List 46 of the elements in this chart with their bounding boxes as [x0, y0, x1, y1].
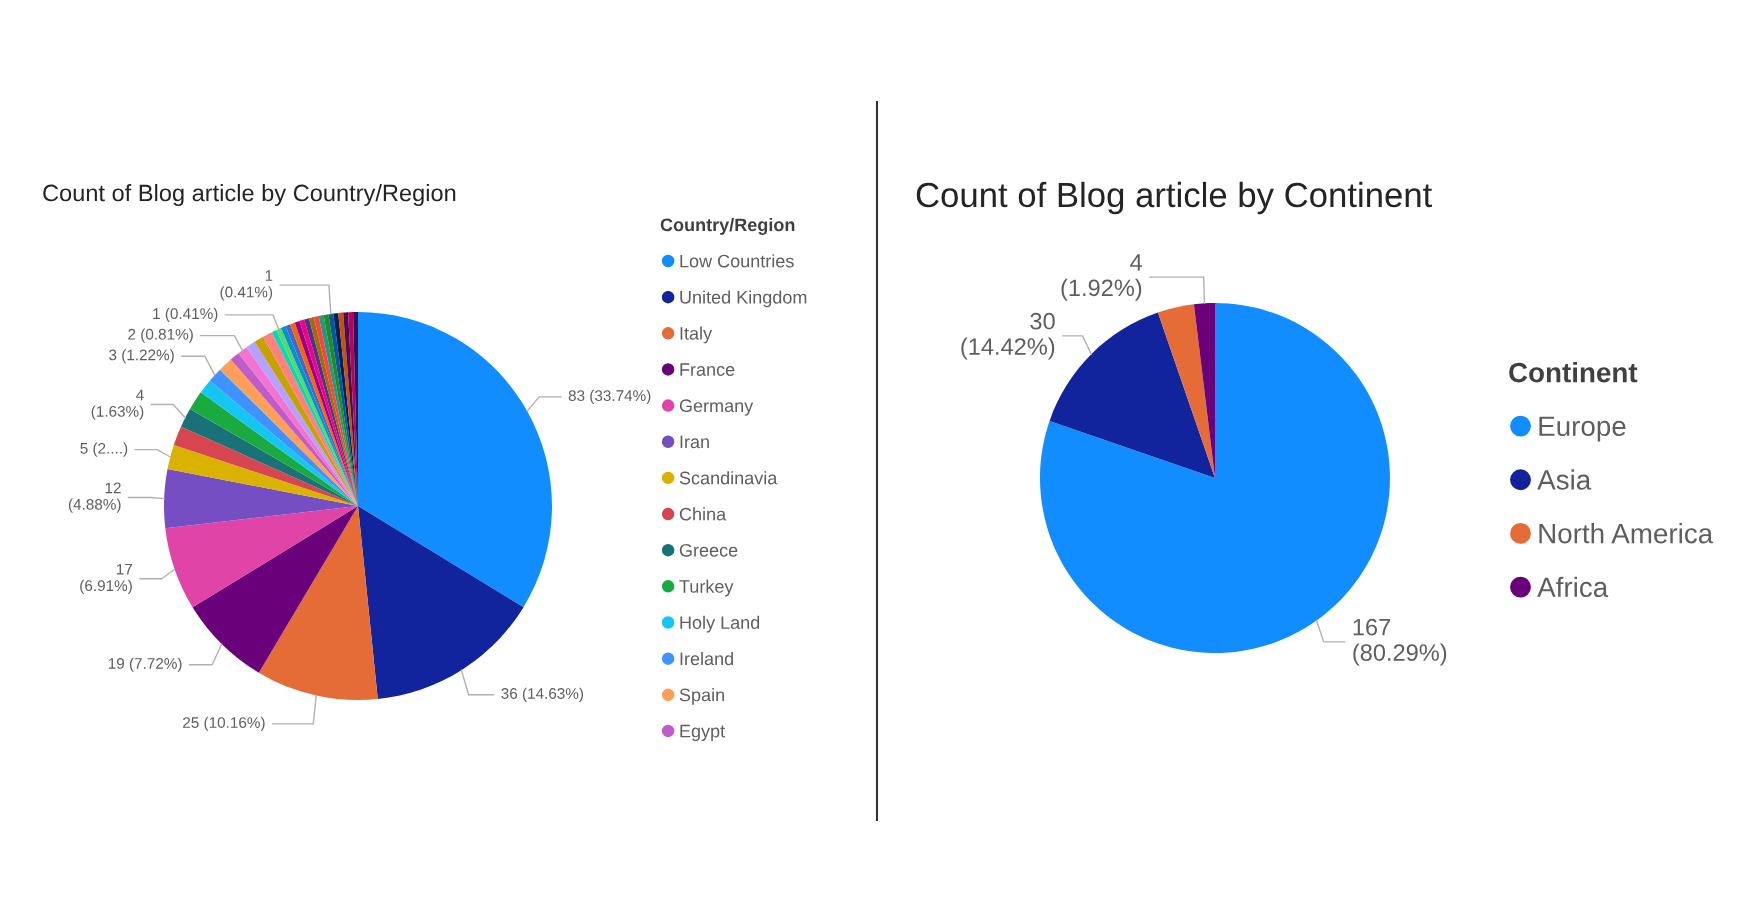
data-label: 12 (4.88%) — [68, 482, 121, 513]
pie-slice — [164, 469, 358, 529]
legend-label: Egypt — [680, 724, 725, 742]
legend-label: North America — [1539, 523, 1714, 544]
data-label: 30 (14.42%) — [961, 312, 1055, 360]
legend-label: Africa — [1537, 576, 1609, 598]
chart-title: Count of Blog article by Country/Region — [43, 184, 456, 206]
legend-label: China — [679, 507, 727, 521]
legend-title: Continent — [1509, 362, 1638, 383]
data-label: 3 (1.22%) — [109, 349, 174, 364]
data-label: 19 (7.72%) — [108, 657, 182, 672]
data-label: 1 (0.41%) — [220, 270, 273, 301]
pie-slice — [1157, 304, 1215, 478]
pie-slice — [358, 312, 552, 608]
legend-label: United Kingdom — [680, 290, 807, 308]
data-label: 17 (6.91%) — [80, 563, 132, 595]
legend-label: Scandinavia — [679, 471, 778, 485]
data-label: 25 (10.16%) — [183, 716, 265, 731]
legend-label: Iran — [680, 435, 709, 449]
data-label: 4 (1.92%) — [1061, 254, 1142, 301]
data-label: 36 (14.63%) — [501, 687, 584, 702]
legend-label: Asia — [1537, 469, 1592, 490]
pie-slice — [165, 506, 358, 608]
data-label: 1 (0.41%) — [153, 307, 218, 323]
pie-slice — [173, 426, 358, 506]
legend-label: Holy Land — [680, 615, 760, 633]
data-label: 83 (33.74%) — [568, 389, 651, 405]
pie-slice — [358, 506, 524, 699]
chart-title: Count of Blog article by Continent — [916, 181, 1433, 215]
pie-slice — [192, 506, 358, 673]
legend-label: Turkey — [679, 579, 734, 597]
legend-label: Europe — [1539, 416, 1626, 442]
legend-title: Country/Region — [660, 218, 795, 235]
legend-label: France — [680, 363, 735, 376]
legend-label: Greece — [679, 543, 738, 557]
data-label: 4 (1.63%) — [91, 389, 144, 420]
data-label: 5 (2....) — [80, 442, 128, 457]
legend-label: Italy — [680, 326, 713, 344]
data-label: 167 (80.29%) — [1353, 618, 1447, 666]
pie-slice — [167, 445, 358, 506]
pie-slice — [258, 506, 378, 700]
legend-label: Low Countries — [680, 254, 794, 268]
legend-label: Spain — [679, 688, 724, 705]
data-label: 2 (0.81%) — [128, 328, 193, 343]
legend-label: Germany — [679, 399, 754, 416]
legend-label: Ireland — [680, 651, 733, 666]
